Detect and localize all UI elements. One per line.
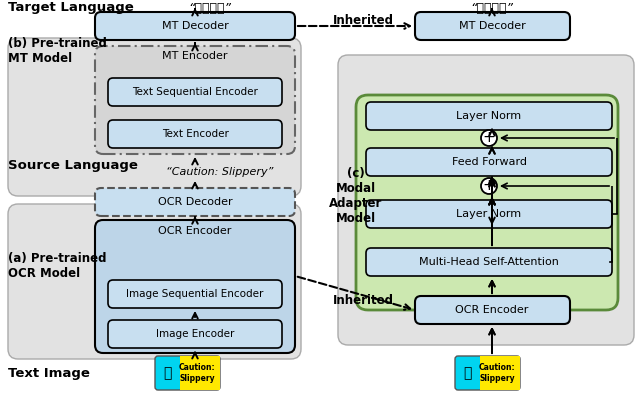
Text: “Caution: Slippery”: “Caution: Slippery”	[166, 167, 274, 177]
Bar	[480, 356, 520, 390]
Text: (c)
Modal
Adapter
Model: (c) Modal Adapter Model	[330, 167, 383, 225]
FancyBboxPatch shape	[8, 204, 301, 359]
Text: “小心地滑”: “小心地滑”	[189, 2, 232, 15]
Text: Multi-Head Self-Attention: Multi-Head Self-Attention	[419, 257, 559, 267]
Text: Inherited: Inherited	[333, 15, 394, 27]
Circle shape	[481, 130, 497, 146]
FancyBboxPatch shape	[95, 220, 295, 353]
FancyBboxPatch shape	[8, 38, 301, 196]
Text: (a) Pre-trained
OCR Model: (a) Pre-trained OCR Model	[8, 252, 106, 280]
Text: Source Language: Source Language	[8, 158, 138, 171]
FancyBboxPatch shape	[366, 148, 612, 176]
Text: 🚶: 🚶	[463, 366, 471, 380]
Text: Text Image: Text Image	[8, 367, 90, 381]
FancyBboxPatch shape	[366, 248, 612, 276]
Text: Target Language: Target Language	[8, 2, 134, 15]
Text: Layer Norm: Layer Norm	[456, 111, 522, 121]
Text: +: +	[483, 131, 495, 145]
FancyBboxPatch shape	[366, 102, 612, 130]
FancyBboxPatch shape	[95, 188, 295, 216]
Text: Image Sequential Encoder: Image Sequential Encoder	[126, 289, 264, 299]
Text: Text Sequential Encoder: Text Sequential Encoder	[132, 87, 258, 97]
FancyBboxPatch shape	[108, 120, 282, 148]
Text: OCR Decoder: OCR Decoder	[157, 197, 232, 207]
Text: Text Encoder: Text Encoder	[161, 129, 228, 139]
FancyBboxPatch shape	[95, 12, 295, 40]
Text: Inherited: Inherited	[333, 293, 394, 307]
FancyBboxPatch shape	[415, 12, 570, 40]
Text: “小心地滑”: “小心地滑”	[470, 2, 513, 15]
FancyBboxPatch shape	[455, 356, 520, 390]
Text: Feed Forward: Feed Forward	[451, 157, 527, 167]
Text: Caution:
Slippery: Caution: Slippery	[179, 363, 215, 383]
Text: OCR Encoder: OCR Encoder	[455, 305, 529, 315]
Text: OCR Encoder: OCR Encoder	[158, 226, 232, 236]
Text: (b) Pre-trained
MT Model: (b) Pre-trained MT Model	[8, 37, 107, 65]
FancyBboxPatch shape	[108, 320, 282, 348]
Text: Image Encoder: Image Encoder	[156, 329, 234, 339]
FancyBboxPatch shape	[338, 55, 634, 345]
Text: MT Decoder: MT Decoder	[459, 21, 525, 31]
FancyBboxPatch shape	[108, 78, 282, 106]
Circle shape	[481, 178, 497, 194]
Text: Caution:
Slippery: Caution: Slippery	[479, 363, 515, 383]
Text: MT Encoder: MT Encoder	[163, 51, 228, 61]
Text: MT Decoder: MT Decoder	[162, 21, 228, 31]
Text: Layer Norm: Layer Norm	[456, 209, 522, 219]
FancyBboxPatch shape	[356, 95, 618, 310]
FancyBboxPatch shape	[95, 46, 295, 154]
Bar	[180, 356, 220, 390]
FancyBboxPatch shape	[415, 296, 570, 324]
FancyBboxPatch shape	[155, 356, 220, 390]
Text: +: +	[483, 179, 495, 194]
FancyBboxPatch shape	[366, 200, 612, 228]
Text: 🚶: 🚶	[163, 366, 171, 380]
FancyBboxPatch shape	[108, 280, 282, 308]
